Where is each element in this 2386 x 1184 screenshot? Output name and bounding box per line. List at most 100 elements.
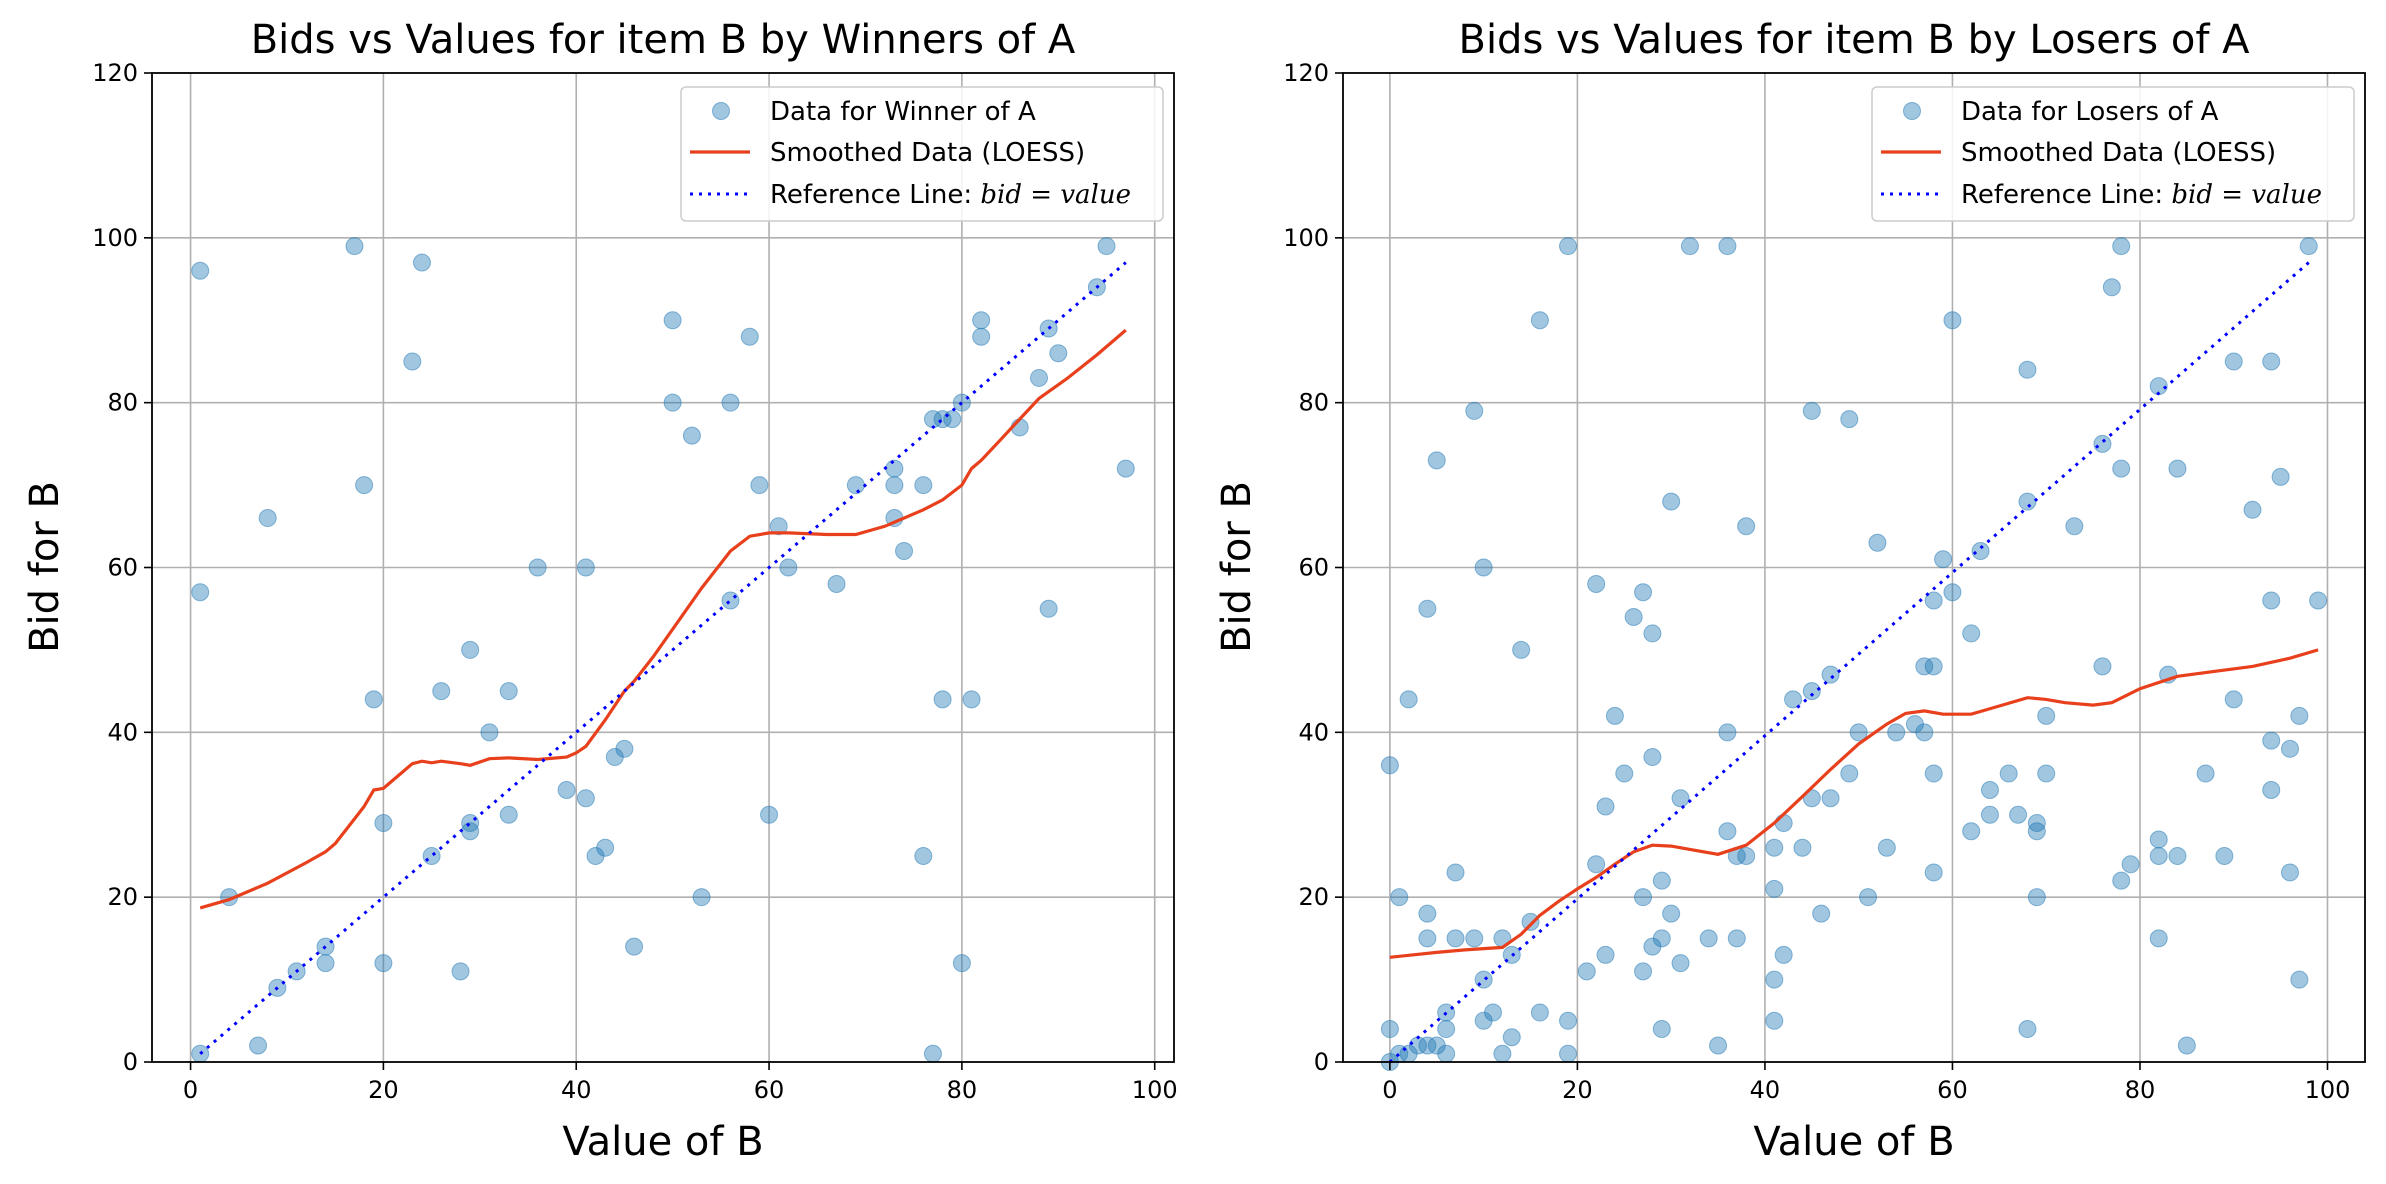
legend-reference-label: Reference Line: bid = value [770, 180, 1131, 210]
scatter-point [1484, 1003, 1503, 1022]
scatter-point [2215, 846, 2234, 865]
scatter-point [1596, 797, 1615, 816]
scatter-point [1662, 492, 1681, 511]
scatter-point [1915, 723, 1934, 742]
scatter-point [1390, 888, 1409, 907]
scatter-series [1380, 237, 2328, 1071]
scatter-point [2299, 237, 2318, 256]
legend-box [680, 86, 1164, 222]
scatter-point [1559, 1011, 1578, 1030]
scatter-point [499, 805, 518, 824]
scatter-point [1802, 401, 1821, 420]
y-tick-label: 80 [107, 389, 138, 417]
scatter-point [1718, 723, 1737, 742]
scatter-point [2280, 739, 2299, 758]
scatter-point [1709, 1036, 1728, 1055]
scatter-point [2177, 1036, 2196, 1055]
scatter-point [1784, 690, 1803, 709]
scatter-point [923, 1044, 942, 1063]
loess-line [1389, 648, 2319, 959]
scatter-point [1427, 451, 1446, 470]
scatter-point [1802, 789, 1821, 808]
scatter-point [345, 237, 364, 256]
legend-smooth-label: Smoothed Data (LOESS) [770, 138, 1085, 168]
scatter-point [1587, 855, 1606, 874]
scatter-point [249, 1036, 268, 1055]
y-tick-label: 100 [92, 224, 138, 252]
y-tick-label: 60 [1298, 554, 1329, 582]
x-tick-label: 0 [183, 1076, 198, 1104]
scatter-point [1980, 805, 1999, 824]
scatter-point [2112, 237, 2131, 256]
scatter-point [364, 690, 383, 709]
y-axis-label: Bid for B [22, 481, 68, 653]
scatter-point [191, 261, 210, 280]
scatter-point [962, 690, 981, 709]
scatter-point [1587, 574, 1606, 593]
scatter-point [576, 789, 595, 808]
scatter-point [914, 476, 933, 495]
scatter-point [1737, 846, 1756, 865]
scatter-point [1446, 863, 1465, 882]
scatter-point [2168, 846, 2187, 865]
scatter-point [2243, 500, 2262, 519]
scatter-point [1652, 871, 1671, 890]
scatter-point [2262, 731, 2281, 750]
y-tick-label: 0 [123, 1048, 138, 1076]
scatter-point [1437, 1020, 1456, 1039]
scatter-point [1643, 748, 1662, 767]
scatter-point [461, 822, 480, 841]
scatter-point [1868, 533, 1887, 552]
scatter-point [1530, 1003, 1549, 1022]
scatter-point [1493, 1044, 1512, 1063]
scatter-point [2196, 764, 2215, 783]
scatter-point [1418, 904, 1437, 923]
scatter-point [557, 781, 576, 800]
scatter-point [1671, 954, 1690, 973]
y-axis-ticks: 0 20 40 60 80 100 120 [1283, 59, 1343, 1076]
scatter-point [1624, 607, 1643, 626]
y-tick-label: 80 [1298, 389, 1329, 417]
scatter-point [2149, 830, 2168, 849]
scatter-point [1521, 912, 1540, 931]
grid-lines [1343, 73, 2365, 1062]
scatter-point [1634, 962, 1653, 981]
legend: Data for Winner of A Smoothed Data (LOES… [680, 86, 1164, 222]
scatter-point [885, 459, 904, 478]
x-tick-label: 20 [1562, 1076, 1593, 1104]
legend: Data for Losers of A Smoothed Data (LOES… [1871, 86, 2355, 222]
scatter-point [2018, 360, 2037, 379]
scatter-point [1643, 624, 1662, 643]
legend-reference-label: Reference Line: bid = value [1961, 180, 2322, 210]
y-tick-label: 120 [92, 59, 138, 87]
scatter-point [895, 542, 914, 561]
scatter-point [1765, 1011, 1784, 1030]
scatter-point [1840, 410, 1859, 429]
scatter-point [258, 509, 277, 528]
scatter-point [2121, 855, 2140, 874]
scatter-point [499, 682, 518, 701]
scatter-point [1765, 838, 1784, 857]
scatter-point [2102, 278, 2121, 297]
scatter-point [2290, 706, 2309, 725]
scatter-point [1596, 945, 1615, 964]
y-tick-label: 40 [1298, 718, 1329, 746]
scatter-point [1446, 929, 1465, 948]
scatter-point [972, 311, 991, 330]
scatter-point [972, 327, 991, 346]
scatter-point [1718, 822, 1737, 841]
scatter-point [1437, 1044, 1456, 1063]
scatter-point [885, 476, 904, 495]
chart-title: Bids vs Values for item B by Losers of A [1459, 17, 2251, 63]
scatter-point [412, 253, 431, 272]
scatter-point [1962, 822, 1981, 841]
scatter-point [1634, 583, 1653, 602]
y-axis-ticks: 0 20 40 60 80 100 120 [92, 59, 152, 1076]
x-tick-label: 0 [1382, 1076, 1397, 1104]
x-axis-label: Value of B [562, 1119, 763, 1165]
scatter-point [1380, 756, 1399, 775]
scatter-point [1530, 311, 1549, 330]
scatter-point [1662, 904, 1681, 923]
scatter-point [2271, 467, 2290, 486]
scatter-point [1559, 237, 1578, 256]
